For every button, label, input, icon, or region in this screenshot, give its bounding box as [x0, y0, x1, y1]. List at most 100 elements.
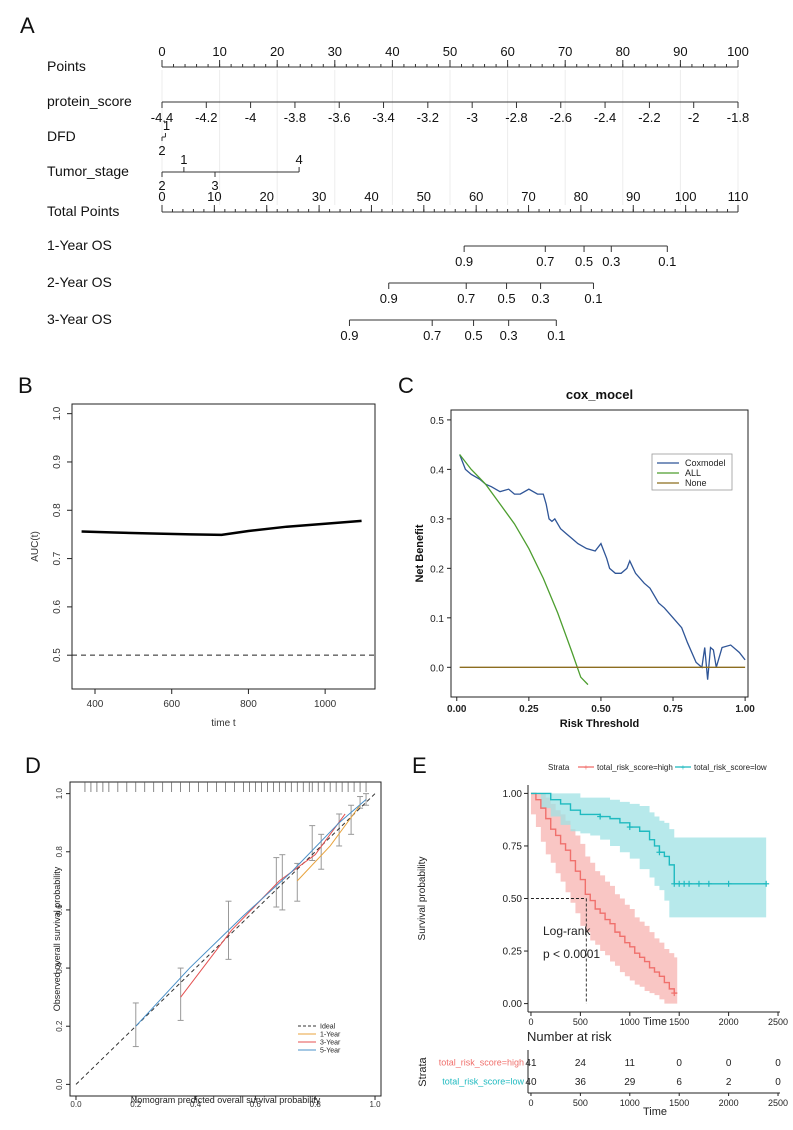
- legend-label: total_risk_score=low: [694, 763, 767, 772]
- nomogram-row-label: Total Points: [47, 203, 119, 219]
- nomogram-variable-tick-label: -3.2: [417, 110, 439, 125]
- legend-swatch-mark: +: [681, 763, 686, 772]
- nomogram-variable-tick-label: -2.2: [638, 110, 660, 125]
- risk-table-strata-label: Strata: [417, 1056, 429, 1086]
- nomogram-tick-label: 90: [626, 189, 640, 204]
- nomogram-tick-label: 50: [443, 44, 457, 59]
- y-tick-label: 0.6: [55, 904, 64, 916]
- x-tick-label: 1.0: [369, 1100, 381, 1109]
- panel-label-d: D: [25, 753, 41, 778]
- legend-label: total_risk_score=high: [597, 763, 673, 772]
- legend-box: [651, 453, 733, 491]
- legend-label: 5-Year: [320, 1048, 341, 1055]
- nomogram-tick-label: 0: [158, 44, 165, 59]
- y-axis-label: Net Benefit: [414, 524, 426, 582]
- nomogram-variable-tick-label: -2.4: [594, 110, 616, 125]
- nomogram-outcome-tick-label: 0.9: [340, 328, 358, 343]
- nomogram-outcome-tick-label: 0.1: [547, 328, 565, 343]
- chart-title: cox_mocel: [566, 387, 633, 402]
- x-tick-label: 0.4: [190, 1100, 202, 1109]
- x-axis-label: Nomogram predicted overall survival prob…: [131, 1095, 321, 1105]
- y-tick-label: 0.50: [503, 894, 523, 905]
- nomogram-tick-label: 70: [521, 189, 535, 204]
- x-tick-label: 800: [240, 699, 257, 710]
- nomogram-variable-tick-label: -4.4: [151, 110, 173, 125]
- y-tick-label: 1.0: [55, 788, 64, 800]
- low-risk-survival-curve: [530, 792, 767, 885]
- x-tick-label: 0.75: [663, 704, 683, 715]
- nomogram-tick-label: 70: [558, 44, 572, 59]
- risk-table-count: 24: [575, 1058, 587, 1069]
- risk-table-count: 0: [775, 1058, 781, 1069]
- y-axis-label: AUC(t): [30, 531, 41, 562]
- x-tick-label: 1500: [669, 1017, 689, 1027]
- risk-table-count: 0: [676, 1058, 682, 1069]
- x-tick-label: 1000: [314, 699, 337, 710]
- risk-table-x-axis-label: Time: [643, 1106, 667, 1118]
- y-tick-label: 0.4: [55, 962, 64, 974]
- plot-frame: [450, 409, 749, 698]
- nomogram-outcome-tick-label: 0.9: [380, 291, 398, 306]
- nomogram-tick-label: 80: [616, 44, 630, 59]
- auc-chart-panel: 0.5 0.6 0.7 0.8 0.9 1.0 400 600 800 1000 time t AUC…: [30, 403, 376, 729]
- risk-table-x-tick-label: 1500: [669, 1098, 689, 1108]
- nomogram-variable-tick-label: -2: [688, 110, 700, 125]
- auc-line: [81, 519, 362, 537]
- risk-table-count: 36: [575, 1077, 587, 1088]
- nomogram-tick-label: 50: [417, 189, 431, 204]
- nomogram-row-label: protein_score: [47, 93, 132, 109]
- nomogram-tick-label: 30: [328, 44, 342, 59]
- three-year-line: [180, 813, 346, 998]
- y-axis-label: Survival probability: [417, 857, 428, 941]
- nomogram-outcome-tick-label: 0.7: [536, 254, 554, 269]
- y-tick-label: 0.2: [55, 1020, 64, 1032]
- nomogram-outcome-tick-label: 0.1: [658, 254, 676, 269]
- nomogram-variable-tick-label: 2: [158, 178, 165, 193]
- y-tick-label: 0.1: [430, 614, 444, 625]
- y-tick-label: 0.8: [55, 846, 64, 858]
- treat-all-line: [459, 454, 589, 686]
- risk-table-count: 6: [676, 1077, 682, 1088]
- x-tick-label: 0: [528, 1017, 533, 1027]
- y-tick-label: 0.8: [52, 503, 63, 517]
- nomogram-outcome-tick-label: 0.3: [532, 291, 550, 306]
- x-tick-label: 2000: [719, 1017, 739, 1027]
- x-tick-label: 0.25: [519, 704, 539, 715]
- legend-label: 3-Year: [320, 1040, 341, 1047]
- nomogram-outcome-tick-label: 0.5: [465, 328, 483, 343]
- x-tick-label: 1000: [620, 1017, 640, 1027]
- nomogram-variable-tick-label: -3.6: [328, 110, 350, 125]
- nomogram-outcome-tick-label: 0.9: [455, 254, 473, 269]
- risk-table-count: 2: [726, 1077, 732, 1088]
- x-tick-label: 0.0: [70, 1100, 82, 1109]
- nomogram-variable-tick-label: -1.8: [727, 110, 749, 125]
- risk-table-count: 41: [525, 1058, 537, 1069]
- nomogram-outcome-tick-label: 0.5: [498, 291, 516, 306]
- nomogram-variable-tick-label: 4: [295, 152, 302, 167]
- nomogram-row-label: 3-Year OS: [47, 311, 112, 327]
- y-tick-label: 0.75: [503, 841, 523, 852]
- y-tick-label: 0.7: [52, 551, 63, 565]
- y-tick-label: 0.6: [52, 599, 63, 613]
- y-tick-label: 0.00: [503, 999, 523, 1010]
- nomogram-row-label: Tumor_stage: [47, 163, 129, 179]
- risk-table-count: 29: [624, 1077, 636, 1088]
- risk-table-x-tick-label: 500: [573, 1098, 588, 1108]
- high-risk-confidence-band: [530, 793, 678, 1004]
- calibration-chart-panel: 0.0 0.2 0.4 0.6 0.8 1.0 0.0 0.2 0.4 0.6 0.8 1.0 Nomo…: [52, 781, 382, 1109]
- nomogram-outcome-tick-label: 0.7: [457, 291, 475, 306]
- x-tick-label: 0.2: [130, 1100, 142, 1109]
- legend-label: None: [685, 478, 707, 488]
- x-tick-label: 400: [87, 699, 104, 710]
- nomogram-tick-label: 0: [158, 189, 165, 204]
- legend-label: ALL: [685, 468, 701, 478]
- nomogram-tick-label: 100: [675, 189, 697, 204]
- nomogram-variable-tick-label: -3.8: [284, 110, 306, 125]
- panel-label-e: E: [412, 753, 427, 778]
- nomogram-outcome-tick-label: 0.7: [423, 328, 441, 343]
- nomogram-row-label: 1-Year OS: [47, 237, 112, 253]
- x-tick-label: 0.00: [447, 704, 467, 715]
- nomogram-outcome-tick-label: 0.5: [575, 254, 593, 269]
- panel-label-a: A: [20, 13, 35, 38]
